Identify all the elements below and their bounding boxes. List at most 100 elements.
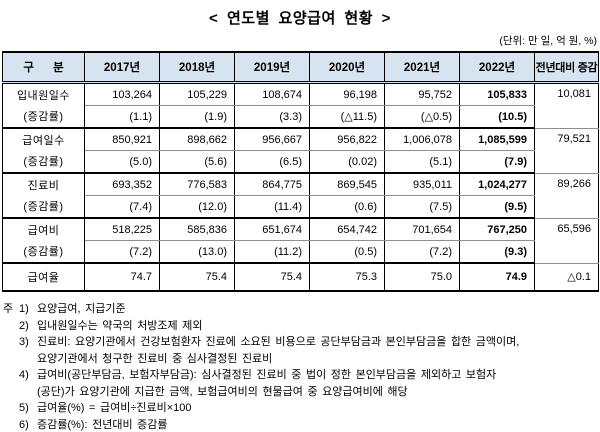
footnote-line: (공단)가 요양기관에 지급한 금액, 보험급여비의 현물급여 중 요양급여비에… bbox=[3, 384, 598, 401]
value-cell: 864,775 bbox=[234, 173, 310, 196]
rate-cell: (5.1) bbox=[384, 150, 460, 174]
rate-cell: (1.1) bbox=[84, 105, 160, 129]
value-cell: 105,229 bbox=[159, 82, 235, 106]
value-cell: 518,225 bbox=[84, 218, 160, 241]
row-label-cell: 입내원일수 bbox=[2, 82, 85, 106]
footnote-text: 급여비(공단부담금, 보험자부담금): 심사결정된 진료비 중 법이 정한 본인… bbox=[37, 369, 497, 381]
footnote-number: 4) bbox=[19, 369, 29, 381]
table-row: (증감률) (5.0) (5.6) (6.5) (0.02) (5.1) (7.… bbox=[2, 150, 599, 174]
footnote-number: 5) bbox=[19, 402, 29, 414]
table-row: 급여율 74.7 75.4 75.4 75.3 75.0 74.9 △0.1 bbox=[2, 263, 599, 291]
rate-cell: (11.4) bbox=[234, 195, 310, 219]
value-cell: 75.4 bbox=[159, 263, 235, 291]
unit-note: (단위: 만 일, 억 원, %) bbox=[499, 35, 597, 47]
footnote-line: 주 1) 요양급여, 지급기준 bbox=[3, 301, 598, 318]
rate-label-cell: (증감률) bbox=[2, 240, 85, 264]
value-cell: 651,674 bbox=[234, 218, 310, 241]
year-header-cell: 2018년 bbox=[159, 52, 235, 84]
table-row: (증감률) (1.1) (1.9) (3.3) (△11.5) (△0.5) (… bbox=[2, 105, 599, 129]
value-cell: 75.3 bbox=[309, 263, 385, 291]
value-cell: 96,198 bbox=[309, 82, 385, 106]
value-cell: 74.9 bbox=[459, 263, 535, 291]
change-cell: △0.1 bbox=[534, 263, 599, 291]
change-cell: 79,521 bbox=[534, 128, 599, 174]
value-cell: 105,833 bbox=[459, 82, 535, 106]
value-cell: 898,662 bbox=[159, 128, 235, 151]
value-cell: 1,085,599 bbox=[459, 128, 535, 151]
year-header-cell-2022: 2022년 bbox=[459, 52, 535, 84]
value-cell: 75.4 bbox=[234, 263, 310, 291]
table-row: (증감률) (7.4) (12.0) (11.4) (0.6) (7.5) (9… bbox=[2, 195, 599, 219]
rate-cell: (5.0) bbox=[84, 150, 160, 174]
value-cell: 108,674 bbox=[234, 82, 310, 106]
value-cell: 654,742 bbox=[309, 218, 385, 241]
rate-cell: (7.2) bbox=[84, 240, 160, 264]
value-cell: 850,921 bbox=[84, 128, 160, 151]
corner-header-cell: 구 분 bbox=[2, 52, 85, 84]
rate-cell: (11.2) bbox=[234, 240, 310, 264]
table-row: 진료비 693,352 776,583 864,775 869,545 935,… bbox=[2, 173, 599, 219]
value-cell: 74.7 bbox=[84, 263, 160, 291]
footnote-line: 5) 급여율(%) = 급여비÷진료비×100 bbox=[3, 400, 598, 417]
value-cell: 767,250 bbox=[459, 218, 535, 241]
year-header-cell: 2020년 bbox=[309, 52, 385, 84]
footnote-text: (공단)가 요양기관에 지급한 금액, 보험급여비의 현물급여 중 요양급여비에… bbox=[37, 385, 408, 398]
rate-cell: (3.3) bbox=[234, 105, 310, 129]
table-row: (증감률) (7.2) (13.0) (11.2) (0.5) (7.2) (9… bbox=[2, 240, 599, 264]
value-cell: 103,264 bbox=[84, 82, 160, 106]
value-cell: 956,822 bbox=[309, 128, 385, 151]
footnote-line: 요양기관에서 청구한 진료비 중 심사결정된 진료비 bbox=[3, 351, 598, 368]
footnote-text: 진료비: 요양기관에서 건강보험환자 진료에 소요된 비용으로 공단부담금과 본… bbox=[37, 336, 520, 348]
rate-cell: (9.5) bbox=[459, 195, 535, 219]
rate-cell: (△0.5) bbox=[384, 105, 460, 129]
footnote-text: 급여율(%) = 급여비÷진료비×100 bbox=[37, 402, 192, 414]
rate-label-cell: (증감률) bbox=[2, 150, 85, 174]
row-label-cell: 급여비 bbox=[2, 218, 85, 241]
footnote-number: 6) bbox=[19, 418, 29, 431]
footnote-line: 6) 증감률(%): 전년대비 증감률 bbox=[3, 417, 598, 432]
value-cell: 1,006,078 bbox=[384, 128, 460, 151]
row-label-cell: 진료비 bbox=[2, 173, 85, 196]
footnote-text: 요양기관에서 청구한 진료비 중 심사결정된 진료비 bbox=[37, 352, 273, 365]
rate-cell: (10.5) bbox=[459, 105, 535, 129]
benefits-table: 구 분 2017년 2018년 2019년 2020년 2021년 2022년 … bbox=[2, 51, 599, 292]
rate-label-cell: (증감률) bbox=[2, 105, 85, 129]
table-row: 입내원일수 103,264 105,229 108,674 96,198 95,… bbox=[2, 82, 599, 129]
value-cell: 585,836 bbox=[159, 218, 235, 241]
value-cell: 75.0 bbox=[384, 263, 460, 291]
footnote-prefix: 주 bbox=[3, 303, 14, 315]
rate-cell: (12.0) bbox=[159, 195, 235, 219]
change-cell: 89,266 bbox=[534, 173, 599, 219]
rate-cell: (6.5) bbox=[234, 150, 310, 174]
year-header-cell: 2021년 bbox=[384, 52, 460, 84]
rate-label-cell: (증감률) bbox=[2, 195, 85, 219]
rate-cell: (5.6) bbox=[159, 150, 235, 174]
footnote-number: 3) bbox=[19, 336, 29, 348]
value-cell: 956,667 bbox=[234, 128, 310, 151]
row-label-cell: 급여일수 bbox=[2, 128, 85, 151]
rate-cell: (7.4) bbox=[84, 195, 160, 219]
rate-cell: (0.02) bbox=[309, 150, 385, 174]
footnote-line: 3) 진료비: 요양기관에서 건강보험환자 진료에 소요된 비용으로 공단부담금… bbox=[3, 334, 598, 351]
report-title: < 연도별 요양급여 현황 > bbox=[209, 10, 391, 27]
header-row: 구 분 2017년 2018년 2019년 2020년 2021년 2022년 … bbox=[2, 52, 599, 84]
footnote-number: 2) bbox=[19, 319, 29, 332]
change-cell: 65,596 bbox=[534, 218, 599, 264]
footnote-text: 증감률(%): 전년대비 증감률 bbox=[37, 418, 168, 431]
rate-cell: (9.3) bbox=[459, 240, 535, 264]
rate-cell: (13.0) bbox=[159, 240, 235, 264]
value-cell: 693,352 bbox=[84, 173, 160, 196]
rate-cell: (△11.5) bbox=[309, 105, 385, 129]
footnote-line: 2) 입내원일수는 약국의 처방조제 제외 bbox=[3, 318, 598, 335]
value-cell: 935,011 bbox=[384, 173, 460, 196]
table-row: 급여일수 850,921 898,662 956,667 956,822 1,0… bbox=[2, 128, 599, 174]
value-cell: 776,583 bbox=[159, 173, 235, 196]
rate-cell: (7.9) bbox=[459, 150, 535, 174]
value-cell: 95,752 bbox=[384, 82, 460, 106]
value-cell: 1,024,277 bbox=[459, 173, 535, 196]
table-row: 급여비 518,225 585,836 651,674 654,742 701,… bbox=[2, 218, 599, 264]
year-header-cell: 2019년 bbox=[234, 52, 310, 84]
rate-cell: (7.5) bbox=[384, 195, 460, 219]
value-cell: 701,654 bbox=[384, 218, 460, 241]
